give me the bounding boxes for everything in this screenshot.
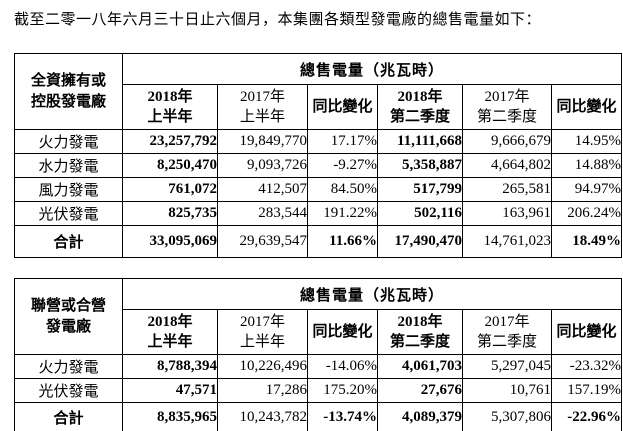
total-2017-h1: 10,243,782 [217, 402, 308, 431]
table-row-wind: 風力發電 761,072 412,507 84.50% 517,799 265,… [14, 177, 622, 202]
value-2018-h1: 47,571 [122, 378, 218, 403]
value-yoy-q2: 206.24% [551, 201, 622, 226]
total-2018-h1: 8,835,965 [122, 402, 218, 431]
value-2017-h1: 10,226,496 [217, 354, 308, 379]
column-header-yoy-change-q2: 同比變化 [551, 309, 622, 355]
value-2018-q2: 502,116 [377, 201, 463, 226]
total-2018-h1: 33,095,069 [122, 225, 218, 258]
total-2017-q2: 14,761,023 [462, 225, 552, 258]
total-yoy-q2: 18.49% [551, 225, 622, 258]
total-2017-q2: 5,307,806 [462, 402, 552, 431]
value-2017-q2: 163,961 [462, 201, 552, 226]
column-header-yoy-change-h1: 同比變化 [307, 309, 378, 355]
total-yoy-q2: -22.96% [551, 402, 622, 431]
value-2017-h1: 283,544 [217, 201, 308, 226]
value-2017-q2: 4,664,802 [462, 153, 552, 178]
column-header-2017-h1: 2017年 上半年 [217, 309, 308, 355]
column-header-yoy-change-q2: 同比變化 [551, 84, 622, 130]
table-row-solar: 光伏發電 47,571 17,286 175.20% 27,676 10,761… [14, 378, 622, 403]
column-header-2018-h1: 2018年 上半年 [122, 84, 218, 130]
table2-header-row-1: 聯營或合營 發電廠 總售電量（兆瓦時） [14, 278, 622, 355]
wholly-owned-plants-table: 全資擁有或 控股發電廠 總售電量（兆瓦時） 2018年 上半年 2017年 上半… [14, 53, 622, 258]
value-2018-q2: 4,061,703 [377, 354, 463, 379]
value-yoy-h1: 17.17% [307, 129, 378, 154]
total-2017-h1: 29,639,547 [217, 225, 308, 258]
table1-span-header: 總售電量（兆瓦時） [122, 53, 622, 85]
total-2018-q2: 4,089,379 [377, 402, 463, 431]
table-row-total: 合計 33,095,069 29,639,547 11.66% 17,490,4… [14, 225, 622, 258]
value-2018-h1: 761,072 [122, 177, 218, 202]
column-header-yoy-change-h1: 同比變化 [307, 84, 378, 130]
table1-group-header: 全資擁有或 控股發電廠 [14, 53, 123, 130]
table-row-thermal: 火力發電 8,788,394 10,226,496 -14.06% 4,061,… [14, 354, 622, 379]
table2-group-header: 聯營或合營 發電廠 [14, 278, 123, 355]
table-row-total: 合計 8,835,965 10,243,782 -13.74% 4,089,37… [14, 402, 622, 431]
total-label: 合計 [14, 402, 123, 431]
total-yoy-h1: 11.66% [307, 225, 378, 258]
value-2017-h1: 17,286 [217, 378, 308, 403]
value-2018-q2: 517,799 [377, 177, 463, 202]
value-2017-q2: 265,581 [462, 177, 552, 202]
value-yoy-q2: 157.19% [551, 378, 622, 403]
column-header-2018-q2: 2018年 第二季度 [377, 309, 463, 355]
table1-header-row-2: 2018年 上半年 2017年 上半年 同比變化 2018年 第二季度 2017… [15, 84, 622, 130]
value-2017-h1: 9,093,726 [217, 153, 308, 178]
value-yoy-h1: 175.20% [307, 378, 378, 403]
value-2018-h1: 8,250,470 [122, 153, 218, 178]
row-label: 火力發電 [14, 354, 123, 379]
table1-header-row-1: 全資擁有或 控股發電廠 總售電量（兆瓦時） [14, 53, 622, 130]
value-yoy-q2: 14.88% [551, 153, 622, 178]
column-header-2017-q2: 2017年 第二季度 [462, 309, 552, 355]
row-label: 光伏發電 [14, 378, 123, 403]
value-2018-h1: 8,788,394 [122, 354, 218, 379]
value-2017-q2: 5,297,045 [462, 354, 552, 379]
associates-jv-plants-table: 聯營或合營 發電廠 總售電量（兆瓦時） 2018年 上半年 2017年 上半年 … [14, 278, 622, 431]
table-row-thermal: 火力發電 23,257,792 19,849,770 17.17% 11,111… [14, 129, 622, 154]
table2-header-row-2: 2018年 上半年 2017年 上半年 同比變化 2018年 第二季度 2017… [15, 309, 622, 355]
column-header-2018-q2: 2018年 第二季度 [377, 84, 463, 130]
value-yoy-q2: 94.97% [551, 177, 622, 202]
value-yoy-q2: -23.32% [551, 354, 622, 379]
total-2018-q2: 17,490,470 [377, 225, 463, 258]
table-row-solar: 光伏發電 825,735 283,544 191.22% 502,116 163… [14, 201, 622, 226]
value-2017-q2: 9,666,679 [462, 129, 552, 154]
row-label: 水力發電 [14, 153, 123, 178]
column-header-2017-q2: 2017年 第二季度 [462, 84, 552, 130]
column-header-2017-h1: 2017年 上半年 [217, 84, 308, 130]
value-yoy-h1: 84.50% [307, 177, 378, 202]
value-yoy-h1: -14.06% [307, 354, 378, 379]
value-yoy-h1: -9.27% [307, 153, 378, 178]
table2-span-header: 總售電量（兆瓦時） [122, 278, 622, 310]
value-yoy-h1: 191.22% [307, 201, 378, 226]
page-title: 截至二零一八年六月三十日止六個月，本集團各類型發電廠的總售電量如下： [14, 12, 542, 28]
value-yoy-q2: 14.95% [551, 129, 622, 154]
value-2018-q2: 27,676 [377, 378, 463, 403]
value-2017-h1: 412,507 [217, 177, 308, 202]
total-label: 合計 [14, 225, 123, 258]
value-2018-q2: 11,111,668 [377, 129, 463, 154]
column-header-2018-h1: 2018年 上半年 [122, 309, 218, 355]
value-2018-h1: 825,735 [122, 201, 218, 226]
value-2017-q2: 10,761 [462, 378, 552, 403]
value-2017-h1: 19,849,770 [217, 129, 308, 154]
table-row-hydro: 水力發電 8,250,470 9,093,726 -9.27% 5,358,88… [14, 153, 622, 178]
row-label: 火力發電 [14, 129, 123, 154]
row-label: 風力發電 [14, 177, 123, 202]
row-label: 光伏發電 [14, 201, 123, 226]
value-2018-q2: 5,358,887 [377, 153, 463, 178]
total-yoy-h1: -13.74% [307, 402, 378, 431]
value-2018-h1: 23,257,792 [122, 129, 218, 154]
